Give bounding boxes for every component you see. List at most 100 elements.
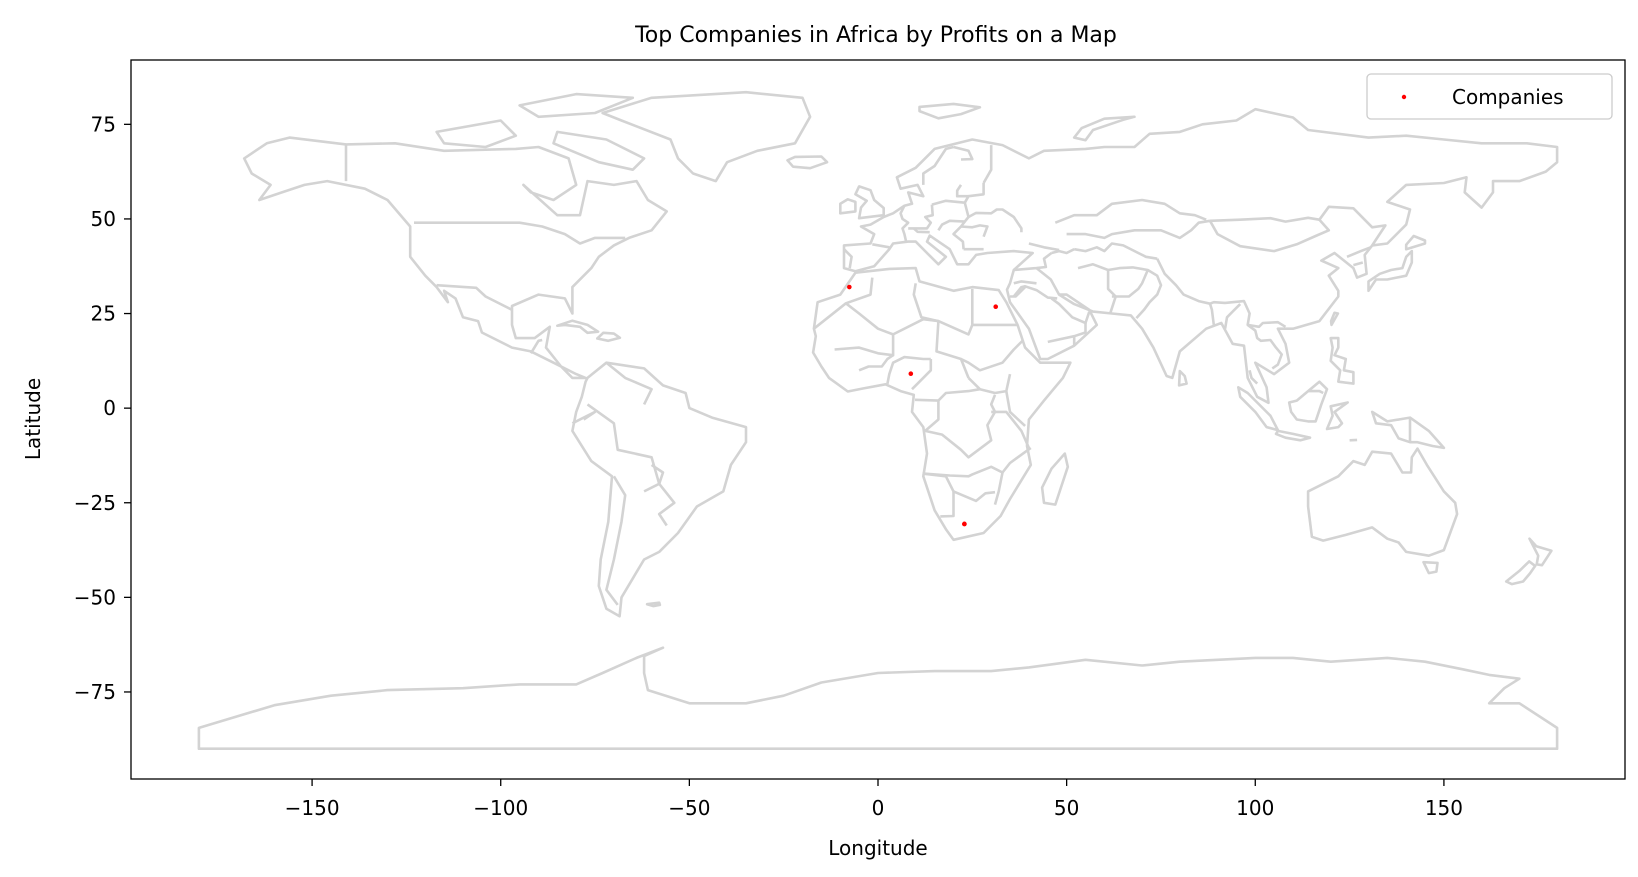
country-border (1028, 242, 1060, 252)
land-outline (518, 92, 635, 119)
country-border (967, 373, 1012, 395)
legend-label-companies: Companies (1452, 85, 1564, 109)
country-border (1066, 219, 1211, 240)
y-tick-label: 0 (103, 396, 116, 420)
country-border (1308, 389, 1324, 395)
country-border (953, 145, 974, 161)
country-border (1223, 303, 1242, 329)
land-outline (1370, 410, 1446, 450)
country-border (931, 199, 970, 232)
country-border (1208, 218, 1331, 253)
y-tick-label: −25 (74, 491, 116, 515)
x-tick-label: 50 (1054, 796, 1079, 820)
plot-frame (130, 59, 1626, 780)
country-border (845, 277, 874, 305)
country-border (1054, 198, 1207, 224)
country-border (952, 490, 996, 503)
country-border (899, 205, 910, 243)
company-point (962, 521, 967, 527)
land-outline (1325, 401, 1349, 431)
country-border (1035, 267, 1061, 296)
land-outline (435, 119, 518, 149)
land-outline (1504, 560, 1537, 586)
country-border (436, 283, 513, 311)
country-border (1010, 286, 1027, 298)
country-border (1135, 268, 1163, 319)
country-border (1107, 266, 1150, 298)
country-border (1072, 323, 1087, 346)
country-border (911, 359, 933, 391)
country-border (1047, 334, 1075, 344)
legend-box (1366, 73, 1613, 120)
country-border (571, 410, 597, 425)
land-outline (786, 155, 829, 170)
land-outline (571, 361, 748, 618)
country-border (908, 204, 934, 230)
land-outline (1306, 447, 1459, 557)
world-basemap (197, 90, 1559, 750)
country-border (1001, 446, 1032, 474)
country-border (924, 400, 940, 432)
country-border (834, 334, 895, 357)
country-border (1073, 242, 1158, 260)
country-border (960, 224, 989, 238)
land-outline (1237, 386, 1280, 432)
country-border (529, 338, 543, 354)
company-point (908, 371, 914, 377)
company-point (993, 304, 999, 310)
country-border (1346, 246, 1372, 259)
country-border (991, 410, 1031, 449)
country-border (414, 221, 626, 245)
country-border (605, 475, 627, 606)
x-axis-label: Longitude (828, 836, 927, 860)
country-border (912, 227, 930, 234)
company-points (847, 284, 999, 527)
country-border (872, 243, 890, 249)
country-border (657, 482, 676, 527)
x-tick-label: −100 (473, 796, 528, 820)
country-border (858, 354, 894, 372)
land-outline (645, 601, 662, 608)
land-outline (1274, 429, 1312, 442)
x-tick-label: 150 (1425, 796, 1463, 820)
country-border (1353, 261, 1364, 267)
legend-marker (1401, 94, 1407, 100)
country-border (1012, 285, 1058, 300)
land-outline (839, 198, 857, 215)
x-tick-label: −150 (285, 796, 340, 820)
country-border (1208, 303, 1216, 326)
country-border (924, 394, 997, 459)
land-outline (918, 102, 982, 120)
land-outline (197, 646, 1559, 750)
country-border (960, 339, 1025, 372)
country-border (1013, 280, 1037, 285)
country-border (605, 361, 653, 405)
country-border (1050, 297, 1091, 325)
y-tick-label: −50 (74, 585, 116, 609)
country-border (1156, 258, 1287, 329)
land-outline (1404, 234, 1427, 251)
land-outline (556, 319, 600, 335)
country-border (963, 183, 985, 204)
y-tick-label: 50 (91, 207, 116, 231)
country-border (982, 145, 993, 184)
land-outline (1329, 311, 1340, 327)
x-tick-label: −50 (668, 796, 710, 820)
legend: Companies (1366, 73, 1613, 120)
country-border (955, 184, 969, 198)
y-tick-label: 25 (91, 302, 116, 326)
land-outline (242, 136, 668, 380)
land-outline (811, 266, 1072, 542)
country-border (1077, 263, 1117, 314)
country-border (935, 321, 970, 379)
x-tick-label: 100 (1236, 796, 1274, 820)
y-axis-ticks: 75 50 25 0 −25 −50 −75 (74, 112, 131, 704)
country-border (1051, 248, 1075, 255)
land-outline (1528, 537, 1553, 567)
country-border (967, 208, 1023, 233)
land-outline (1177, 369, 1188, 387)
country-border (923, 465, 1004, 505)
country-border (886, 355, 931, 385)
